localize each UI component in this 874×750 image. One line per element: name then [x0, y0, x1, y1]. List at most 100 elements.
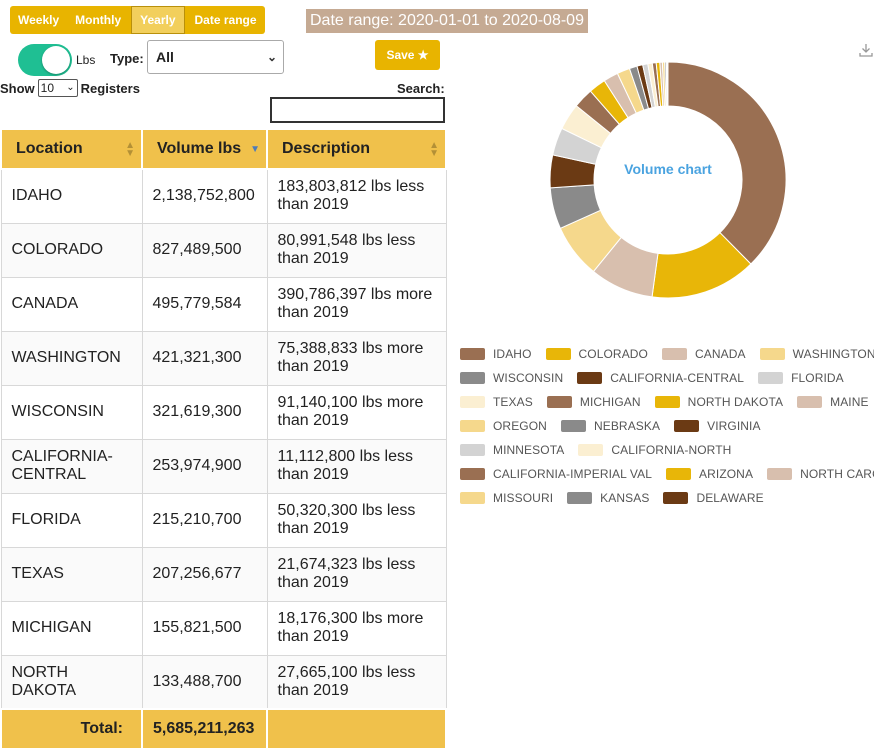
table-row: IDAHO 2,138,752,800 183,803,812 lbs less t…: [0, 168, 447, 224]
legend-label: KANSAS: [600, 491, 650, 505]
legend-swatch: [460, 396, 485, 408]
table-row: CALIFORNIA-CENTRAL 253,974,900 11,112,800 …: [0, 438, 447, 494]
legend-label: WISCONSIN: [493, 371, 564, 385]
search-label: Search:: [397, 81, 445, 96]
legend-item[interactable]: WASHINGTON: [759, 347, 874, 361]
tab-yearly[interactable]: Yearly: [131, 6, 185, 34]
table-row: TEXAS 207,256,677 21,674,323 lbs less than…: [0, 546, 447, 602]
legend-item[interactable]: TEXAS: [460, 395, 533, 409]
download-icon[interactable]: [858, 42, 874, 58]
legend-swatch: [578, 444, 604, 456]
volume-cell: 155,821,500: [141, 600, 268, 656]
location-cell: CANADA: [0, 276, 143, 332]
legend-swatch: [577, 372, 603, 384]
description-cell: 91,140,100 lbs more than 2019: [266, 384, 447, 440]
description-cell: 75,388,833 lbs more than 2019: [266, 330, 447, 386]
legend-item[interactable]: CANADA: [662, 347, 746, 361]
legend-item[interactable]: FLORIDA: [758, 371, 844, 385]
chevron-down-icon: ⌄: [266, 50, 277, 64]
location-cell: FLORIDA: [0, 492, 143, 548]
location-cell: WISCONSIN: [0, 384, 143, 440]
chart-legend: IDAHO COLORADO CANADA WASHINGTON WISCONSIN CA…: [460, 342, 874, 510]
legend-item[interactable]: VIRGINIA: [674, 419, 760, 433]
location-cell: IDAHO: [0, 168, 143, 224]
column-header-label: Location: [16, 140, 83, 157]
legend-swatch: [654, 396, 680, 408]
description-cell: 183,803,812 lbs less than 2019: [266, 168, 447, 224]
pie-slice-new-york[interactable]: [666, 61, 669, 107]
location-cell: TEXAS: [0, 546, 143, 602]
column-header-label: Description: [282, 140, 371, 157]
sort-arrows-icon: ▲ ▼: [125, 140, 135, 159]
legend-label: CANADA: [695, 347, 746, 361]
lbs-toggle[interactable]: [18, 44, 72, 76]
legend-item[interactable]: DELAWARE: [663, 491, 764, 505]
type-select[interactable]: All ⌄: [147, 40, 284, 74]
legend-item[interactable]: NORTH CAROLINA: [767, 467, 874, 481]
description-cell: 390,786,397 lbs more than 2019: [266, 276, 447, 332]
legend-item[interactable]: MINNESOTA: [460, 443, 564, 457]
legend-item[interactable]: CALIFORNIA-CENTRAL: [577, 371, 744, 385]
save-button[interactable]: Save ★: [375, 40, 440, 70]
period-tabs: Weekly Monthly Yearly Date range: [10, 6, 265, 34]
table-row: CANADA 495,779,584 390,786,397 lbs more th…: [0, 276, 447, 332]
legend-swatch: [460, 420, 485, 432]
legend-swatch: [666, 468, 692, 480]
page-length-value: 10: [40, 81, 55, 95]
tab-date-range[interactable]: Date range: [194, 13, 257, 27]
volume-cell: 215,210,700: [141, 492, 268, 548]
search-input[interactable]: [270, 97, 445, 123]
legend-label: MAINE: [830, 395, 869, 409]
legend-label: IDAHO: [493, 347, 532, 361]
legend-item[interactable]: MAINE: [797, 395, 869, 409]
table-row: WISCONSIN 321,619,300 91,140,100 lbs more …: [0, 384, 447, 440]
legend-label: WASHINGTON: [792, 347, 874, 361]
toggle-knob: [42, 46, 70, 74]
legend-row: MISSOURI KANSAS DELAWARE: [460, 486, 870, 510]
page-length-select[interactable]: 10 ⌄: [37, 79, 78, 97]
lbs-label: Lbs: [76, 53, 96, 67]
tab-monthly[interactable]: Monthly: [75, 13, 122, 27]
legend-item[interactable]: KANSAS: [567, 491, 649, 505]
legend-swatch: [767, 468, 793, 480]
legend-item[interactable]: MICHIGAN: [546, 395, 641, 409]
volume-cell: 495,779,584: [141, 276, 268, 332]
pie-slice-idaho[interactable]: [667, 61, 787, 265]
table-row: MICHIGAN 155,821,500 18,176,300 lbs more t…: [0, 600, 447, 656]
legend-item[interactable]: NORTH DAKOTA: [654, 395, 783, 409]
legend-label: CALIFORNIA-CENTRAL: [610, 371, 745, 385]
legend-item[interactable]: MISSOURI: [460, 491, 553, 505]
column-header-volume[interactable]: Volume lbs ▼: [141, 128, 268, 170]
legend-item[interactable]: CALIFORNIA-NORTH: [578, 443, 731, 457]
legend-item[interactable]: WISCONSIN: [460, 371, 563, 385]
legend-item[interactable]: OREGON: [460, 419, 547, 433]
legend-swatch: [560, 420, 586, 432]
legend-swatch: [797, 396, 823, 408]
legend-row: WISCONSIN CALIFORNIA-CENTRAL FLORIDA: [460, 366, 870, 390]
column-header-description[interactable]: Description ▲ ▼: [266, 128, 447, 170]
description-cell: 18,176,300 lbs more than 2019: [266, 600, 447, 656]
legend-label: ARIZONA: [699, 467, 754, 481]
legend-item[interactable]: IDAHO: [460, 347, 532, 361]
column-header-label: Volume lbs: [157, 140, 242, 157]
legend-item[interactable]: NEBRASKA: [560, 419, 660, 433]
location-cell: COLORADO: [0, 222, 143, 278]
legend-item[interactable]: COLORADO: [545, 347, 648, 361]
tab-weekly[interactable]: Weekly: [18, 13, 60, 27]
legend-swatch: [567, 492, 593, 504]
legend-row: CALIFORNIA-IMPERIAL VAL ARIZONA NORTH CARO…: [460, 462, 874, 486]
legend-label: MICHIGAN: [579, 395, 641, 409]
location-cell: CALIFORNIA-CENTRAL: [0, 438, 143, 494]
legend-label: OREGON: [493, 419, 547, 433]
column-header-location[interactable]: Location ▲ ▼: [0, 128, 143, 170]
volume-cell: 133,488,700: [141, 654, 268, 710]
legend-item[interactable]: CALIFORNIA-IMPERIAL VAL: [460, 467, 652, 481]
chevron-down-icon: ⌄: [66, 82, 75, 93]
description-cell: 21,674,323 lbs less than 2019: [266, 546, 447, 602]
legend-label: VIRGINIA: [707, 419, 761, 433]
total-value: 5,685,211,263: [141, 708, 268, 750]
type-select-value: All: [156, 49, 174, 65]
type-label: Type:: [110, 51, 144, 66]
legend-item[interactable]: ARIZONA: [666, 467, 753, 481]
table-header-row: Location ▲ ▼ Volume lbs ▼ Description ▲ ▼: [0, 128, 447, 170]
